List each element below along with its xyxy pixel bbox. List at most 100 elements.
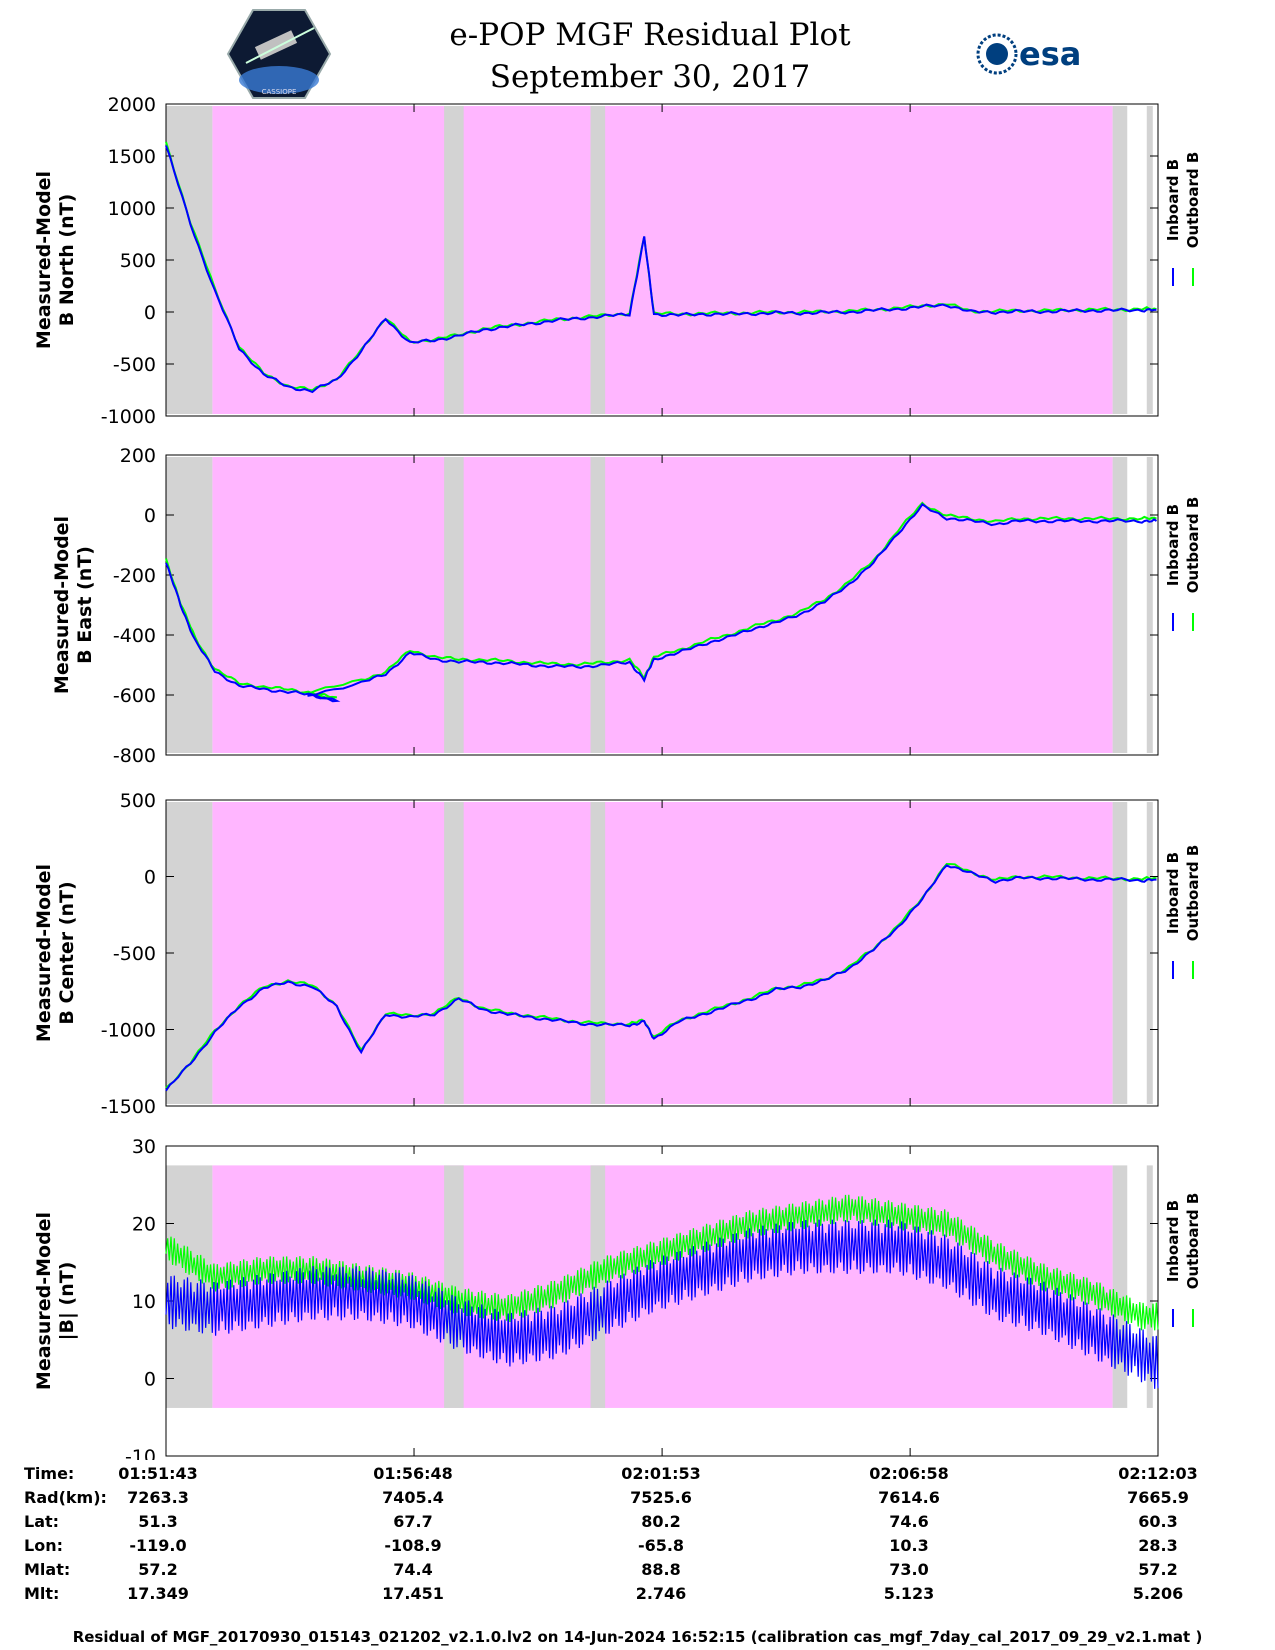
info-row-label: Time: — [24, 1464, 75, 1483]
legend-outboard-label: Outboard B — [1184, 845, 1202, 942]
series-line-outboard — [165, 1194, 1159, 1331]
info-cell: 7665.9 — [1127, 1488, 1189, 1507]
y-tick-label: -1500 — [101, 1096, 156, 1118]
cassiope-satellite-logo-icon: CASSIOPE — [226, 9, 332, 99]
y-tick-label: 0 — [144, 1369, 156, 1391]
info-cell: 7614.6 — [878, 1488, 940, 1507]
info-cell: 02:01:53 — [621, 1464, 701, 1483]
gap-region — [444, 457, 464, 753]
y-axis-label: Measured-Model|B| (nT) — [33, 1212, 78, 1390]
cassiope-logo-text: CASSIOPE — [262, 88, 297, 96]
gap-region — [166, 1165, 213, 1408]
gap-region — [590, 802, 606, 1104]
gap-region — [1146, 1165, 1153, 1408]
info-cell: 01:56:48 — [373, 1464, 453, 1483]
legend-outboard-label: Outboard B — [1184, 497, 1202, 594]
info-cell: 88.8 — [641, 1560, 681, 1579]
title-line-1: e-POP MGF Residual Plot — [449, 17, 851, 53]
info-cell: 51.3 — [138, 1512, 178, 1531]
gap-region — [444, 106, 464, 414]
y-axis-label: Measured-ModelB Center (nT) — [33, 864, 78, 1042]
series-line-inboard — [165, 1219, 1159, 1389]
info-cell: 28.3 — [1138, 1536, 1178, 1555]
info-cell: -108.9 — [384, 1536, 442, 1555]
info-cell: 7263.3 — [127, 1488, 189, 1507]
y-tick-label: 0 — [144, 867, 156, 889]
y-tick-label: -600 — [113, 685, 156, 707]
info-cell: 5.123 — [883, 1584, 935, 1603]
info-cell: 02:12:03 — [1118, 1464, 1198, 1483]
gap-region — [1146, 457, 1153, 753]
y-tick-label: 0 — [144, 302, 156, 324]
y-tick-label: -1000 — [101, 1020, 156, 1042]
info-cell: 2.746 — [635, 1584, 687, 1603]
legend-outboard-label: Outboard B — [1184, 152, 1202, 249]
info-row-label: Mlat: — [24, 1560, 71, 1579]
coverage-region — [212, 106, 1113, 414]
orbit-info-table: Time: 01:51:43 01:56:48 02:01:53 02:06:58 02:… — [0, 1464, 1275, 1614]
legend-outboard-label: Outboard B — [1184, 1193, 1202, 1290]
info-cell: 17.349 — [127, 1584, 189, 1603]
legend-inboard-label: Inboard B — [1164, 504, 1182, 586]
info-cell: 73.0 — [889, 1560, 929, 1579]
info-cell: -119.0 — [129, 1536, 187, 1555]
y-tick-label: -400 — [113, 625, 156, 647]
legend-inboard-label: Inboard B — [1164, 159, 1182, 241]
gap-region — [1146, 802, 1153, 1104]
footer-caption: Residual of MGF_20170930_015143_021202_v… — [72, 1628, 1203, 1646]
info-cell: -65.8 — [637, 1536, 685, 1555]
gap-region — [1112, 457, 1128, 753]
title-line-2: September 30, 2017 — [489, 59, 811, 95]
info-cell: 80.2 — [641, 1512, 681, 1531]
esa-logo-icon: esa — [976, 33, 1081, 75]
y-tick-label: -500 — [113, 354, 156, 376]
gap-region — [590, 106, 606, 414]
y-tick-label: 2000 — [108, 94, 156, 116]
gap-region — [1112, 802, 1128, 1104]
info-cell: 60.3 — [1138, 1512, 1178, 1531]
gap-region — [1112, 106, 1128, 414]
y-tick-label: 1500 — [108, 146, 156, 168]
info-cell: 74.4 — [393, 1560, 433, 1579]
info-row-label: Mlt: — [24, 1584, 60, 1603]
coverage-region — [212, 457, 1113, 753]
y-tick-label: 200 — [120, 445, 156, 467]
info-row-label: Rad(km): — [24, 1488, 107, 1507]
gap-region — [1146, 106, 1153, 414]
gap-region — [444, 1165, 464, 1408]
gap-region — [590, 1165, 606, 1408]
y-tick-label: 10 — [132, 1291, 156, 1313]
y-tick-label: -10 — [125, 1446, 156, 1460]
panel-center: 500 0 -500 -1000 -1500 Measured-ModelB Center… — [33, 790, 1202, 1118]
legend-inboard-label: Inboard B — [1164, 1200, 1182, 1282]
gap-region — [444, 802, 464, 1104]
info-cell: 57.2 — [138, 1560, 178, 1579]
y-tick-label: 30 — [132, 1136, 156, 1158]
series-line-inboard — [165, 864, 1157, 1092]
panel-east: 200 0 -200 -400 -600 -800 Measured-ModelB East… — [51, 445, 1202, 767]
info-cell: 7405.4 — [382, 1488, 444, 1507]
y-tick-label: -200 — [113, 565, 156, 587]
y-tick-label: 500 — [120, 790, 156, 812]
panel-magnitude: 30 20 10 0 -10 Measured-Model|B| (nT) Inboard … — [33, 1136, 1202, 1460]
plot-title: e-POP MGF Residual Plot September 30, 20… — [400, 14, 900, 98]
info-cell: 5.206 — [1132, 1584, 1184, 1603]
info-cell: 57.2 — [1138, 1560, 1178, 1579]
info-row-label: Lat: — [24, 1512, 60, 1531]
info-cell: 10.3 — [889, 1536, 929, 1555]
series-line-inboard — [165, 145, 1157, 394]
gap-region — [590, 457, 606, 753]
y-tick-label: -800 — [113, 745, 156, 767]
info-cell: 02:06:58 — [869, 1464, 949, 1483]
info-cell: 17.451 — [382, 1584, 444, 1603]
y-tick-label: -500 — [113, 943, 156, 965]
residual-plots: 2000 1500 10 0 0 500 0 -500 -1000 Measured-ModelB… — [33, 94, 1202, 1460]
y-tick-label: -1000 — [101, 406, 156, 428]
info-cell: 74.6 — [889, 1512, 929, 1531]
info-cell: 67.7 — [393, 1512, 433, 1531]
y-axis-label: Measured-ModelB North (nT) — [33, 171, 78, 349]
info-row-label: Lon: — [24, 1536, 63, 1555]
panel-north: 2000 1500 1000 500 0 -500 -1000 Measured-ModelB… — [33, 94, 1202, 428]
y-tick-label: 500 — [120, 250, 156, 272]
info-cell: 01:51:43 — [118, 1464, 198, 1483]
